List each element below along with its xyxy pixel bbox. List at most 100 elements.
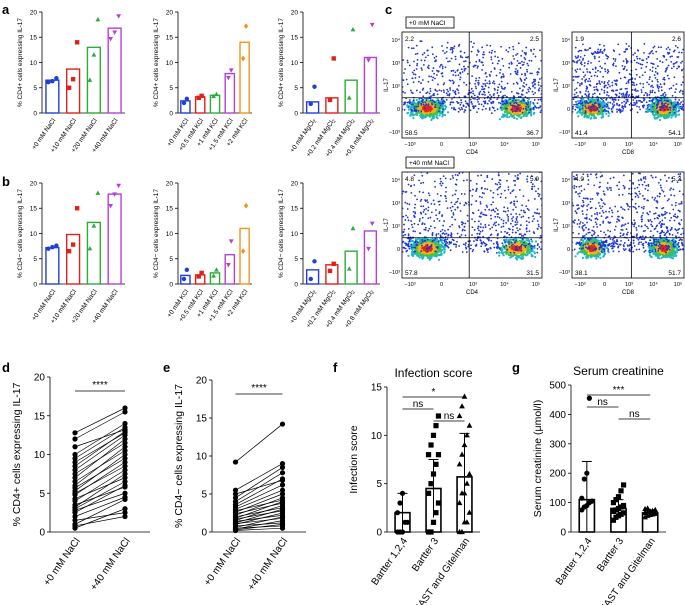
density-dot bbox=[625, 82, 628, 85]
density-dot bbox=[501, 98, 503, 100]
density-dot bbox=[580, 83, 583, 86]
density-dot bbox=[622, 60, 625, 63]
density-dot bbox=[507, 111, 511, 114]
density-dot bbox=[511, 99, 514, 102]
density-dot bbox=[665, 58, 668, 61]
density-dot bbox=[488, 107, 491, 110]
density-dot bbox=[467, 93, 470, 96]
density-dot bbox=[651, 98, 654, 101]
data-point bbox=[464, 432, 470, 438]
density-dot bbox=[538, 78, 541, 80]
density-dot bbox=[427, 103, 430, 106]
density-dot bbox=[489, 97, 491, 100]
data-point bbox=[122, 459, 128, 465]
data-point bbox=[214, 267, 219, 272]
density-dot bbox=[660, 99, 662, 102]
density-dot bbox=[681, 90, 684, 93]
y-tick-label: 15 bbox=[291, 35, 299, 42]
density-dot bbox=[490, 58, 493, 61]
density-dot bbox=[658, 106, 661, 109]
density-dot bbox=[420, 110, 423, 113]
pair-line bbox=[74, 477, 126, 499]
data-point bbox=[279, 505, 286, 511]
density-dot bbox=[667, 64, 670, 67]
pair-line bbox=[74, 423, 126, 455]
density-dot bbox=[540, 89, 542, 92]
density-dot bbox=[418, 256, 421, 259]
density-dot bbox=[488, 100, 491, 102]
density-dot bbox=[594, 66, 597, 69]
density-dot bbox=[668, 115, 671, 118]
density-dot bbox=[675, 61, 678, 63]
density-dot bbox=[513, 104, 515, 107]
density-dot bbox=[592, 52, 594, 55]
density-dot bbox=[638, 57, 641, 60]
density-dot bbox=[607, 80, 610, 82]
density-dot bbox=[439, 64, 442, 67]
data-point bbox=[279, 520, 286, 526]
density-dot bbox=[653, 74, 656, 77]
density-dot bbox=[626, 100, 629, 103]
density-dot bbox=[596, 82, 599, 85]
density-dot bbox=[579, 62, 582, 65]
condition-label: +0 mM NaCl bbox=[409, 20, 446, 27]
data-point bbox=[50, 78, 55, 84]
density-dot bbox=[638, 76, 641, 79]
data-point bbox=[308, 276, 313, 282]
data-point bbox=[228, 68, 234, 73]
data-point bbox=[366, 58, 371, 63]
density-dot bbox=[594, 71, 597, 74]
density-dot bbox=[581, 95, 584, 98]
density-dot bbox=[622, 93, 625, 96]
data-point bbox=[232, 459, 239, 465]
x-tick-label: Bartter 3 bbox=[595, 536, 626, 574]
density-dot bbox=[508, 66, 511, 69]
density-dot bbox=[625, 101, 628, 104]
density-dot bbox=[580, 113, 583, 116]
y-axis-label: % CD4− cells expressing IL-17 bbox=[173, 384, 185, 528]
density-dot bbox=[458, 63, 461, 66]
density-dot bbox=[424, 56, 427, 59]
density-dot bbox=[426, 49, 429, 52]
density-dot bbox=[619, 77, 622, 80]
density-dot bbox=[487, 95, 489, 98]
pair-line bbox=[235, 484, 283, 508]
density-dot bbox=[513, 102, 516, 104]
y-tick-label: 10 bbox=[166, 231, 174, 238]
density-dot bbox=[635, 55, 638, 58]
subscript: 2 bbox=[331, 289, 338, 295]
flow-y-axis-label: IL-17 bbox=[554, 78, 560, 92]
density-dot bbox=[476, 54, 478, 56]
y-tick-label: 5 bbox=[33, 256, 37, 263]
y-tick-label: 15 bbox=[166, 35, 174, 42]
data-point bbox=[464, 480, 470, 486]
density-dot bbox=[431, 79, 434, 81]
data-point bbox=[87, 77, 93, 82]
density-dot bbox=[590, 75, 593, 78]
density-dot bbox=[531, 82, 534, 84]
data-point bbox=[642, 514, 648, 520]
density-dot bbox=[583, 113, 587, 116]
density-dot bbox=[590, 52, 593, 55]
density-dot bbox=[489, 44, 492, 47]
flow-x-tick-label: 10³ bbox=[469, 142, 477, 148]
density-dot bbox=[539, 49, 541, 52]
density-dot bbox=[422, 63, 425, 66]
density-dot bbox=[635, 68, 637, 71]
density-dot bbox=[425, 101, 428, 104]
density-dot bbox=[669, 113, 672, 117]
density-dot bbox=[533, 48, 536, 51]
density-dot bbox=[503, 87, 506, 90]
density-dot bbox=[517, 103, 520, 106]
density-dot bbox=[411, 103, 414, 106]
density-dot bbox=[615, 79, 618, 82]
density-dot bbox=[445, 57, 448, 60]
density-dot bbox=[443, 52, 446, 54]
density-dot bbox=[436, 93, 439, 96]
flow-x-tick-label: 10⁴ bbox=[500, 141, 509, 148]
density-dot bbox=[501, 106, 504, 110]
flow-x-tick-label: 10⁵ bbox=[532, 141, 540, 148]
y-tick-label: 20 bbox=[166, 180, 174, 187]
density-dot bbox=[484, 84, 487, 87]
density-dot bbox=[620, 93, 623, 96]
